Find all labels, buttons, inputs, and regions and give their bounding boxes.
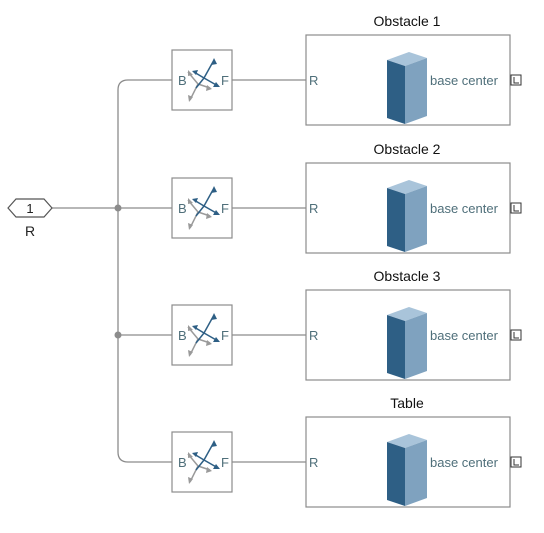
solid-port-label: R — [309, 201, 318, 216]
solid-block-title: Obstacle 2 — [374, 141, 441, 157]
brick-solid-block[interactable]: Obstacle 2 R base center — [305, 141, 522, 254]
solid-port-label: R — [309, 73, 318, 88]
follower-port-label: F — [221, 455, 229, 470]
brick-icon — [387, 180, 427, 252]
frame-triad-icon — [187, 440, 220, 484]
solid-block-title: Obstacle 3 — [374, 268, 441, 284]
base-port-label: B — [178, 455, 187, 470]
follower-port-label: F — [221, 328, 229, 343]
base-port-label: B — [178, 73, 187, 88]
brick-icon — [387, 52, 427, 124]
frame-port-icon — [510, 74, 522, 86]
brick-icon — [387, 307, 427, 379]
solid-output-label: base center — [430, 73, 499, 88]
brick-icon — [387, 434, 427, 506]
brick-solid-block[interactable]: Table R base center — [305, 395, 522, 508]
follower-port-label: F — [221, 201, 229, 216]
follower-port-label: F — [221, 73, 229, 88]
brick-solid-block[interactable]: Obstacle 1 R base center — [305, 13, 522, 126]
inport-block[interactable]: 1 R — [7, 198, 53, 239]
solid-block-title: Obstacle 1 — [374, 13, 441, 29]
branch-points — [114, 204, 122, 339]
base-port-label: B — [178, 328, 187, 343]
solid-output-label: base center — [430, 201, 499, 216]
inport-number: 1 — [26, 201, 33, 216]
brick-solid-block[interactable]: Obstacle 3 R base center — [305, 268, 522, 381]
solid-output-label: base center — [430, 328, 499, 343]
solid-port-label: R — [309, 455, 318, 470]
solid-output-label: base center — [430, 455, 499, 470]
base-port-label: B — [178, 201, 187, 216]
inport-label: R — [25, 223, 35, 239]
frame-triad-icon — [187, 186, 220, 230]
frame-triad-icon — [187, 313, 220, 357]
frame-port-icon — [510, 329, 522, 341]
frame-triad-icon — [187, 58, 220, 102]
frame-port-icon — [510, 456, 522, 468]
solid-port-label: R — [309, 328, 318, 343]
signal-lines — [52, 79, 306, 463]
solid-block-title: Table — [390, 395, 424, 411]
frame-port-icon — [510, 202, 522, 214]
